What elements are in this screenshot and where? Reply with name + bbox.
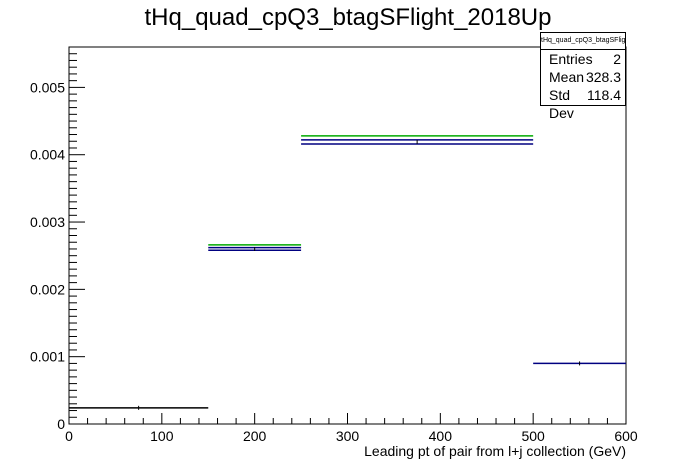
- x-axis-ticks: 0 100 200 300 400 500 600: [65, 413, 638, 444]
- x-tick-label: 100: [150, 428, 174, 444]
- x-tick-label: 600: [614, 428, 638, 444]
- stats-mean-row: Mean 328.3: [541, 68, 625, 86]
- y-tick-label: 0.005: [30, 79, 65, 95]
- histogram-bins: [69, 135, 626, 410]
- y-tick-label: 0: [57, 416, 65, 432]
- stats-stddev-label: Std Dev: [549, 87, 574, 121]
- y-tick-label: 0.002: [30, 281, 65, 297]
- stats-box: tHq_quad_cpQ3_btagSFlight_2018Up Entries…: [540, 32, 626, 121]
- x-tick-label: 200: [243, 428, 267, 444]
- y-tick-label: 0.004: [30, 147, 65, 163]
- x-axis-label: Leading pt of pair from l+j collection (…: [364, 443, 626, 459]
- x-tick-label: 300: [336, 428, 360, 444]
- x-tick-label: 0: [65, 428, 73, 444]
- stats-mean-value: 328.3: [585, 69, 621, 85]
- y-tick-label: 0.001: [30, 349, 65, 365]
- stats-title: tHq_quad_cpQ3_btagSFlight_2018Up: [541, 33, 625, 50]
- y-axis-ticks: 0 0.001 0.002 0.003 0.004 0.005: [30, 53, 85, 432]
- x-tick-label: 500: [521, 428, 545, 444]
- stats-entries-value: 2: [613, 51, 621, 67]
- stats-stddev-row: Std Dev 118.4: [541, 86, 625, 121]
- stats-entries-label: Entries: [549, 51, 593, 67]
- chart-title: tHq_quad_cpQ3_btagSFlight_2018Up: [144, 4, 552, 31]
- stats-stddev-value: 118.4: [587, 87, 621, 103]
- y-tick-label: 0.003: [30, 214, 65, 230]
- x-tick-label: 400: [429, 428, 453, 444]
- stats-mean-label: Mean: [549, 69, 585, 85]
- stats-entries-row: Entries 2: [541, 50, 625, 68]
